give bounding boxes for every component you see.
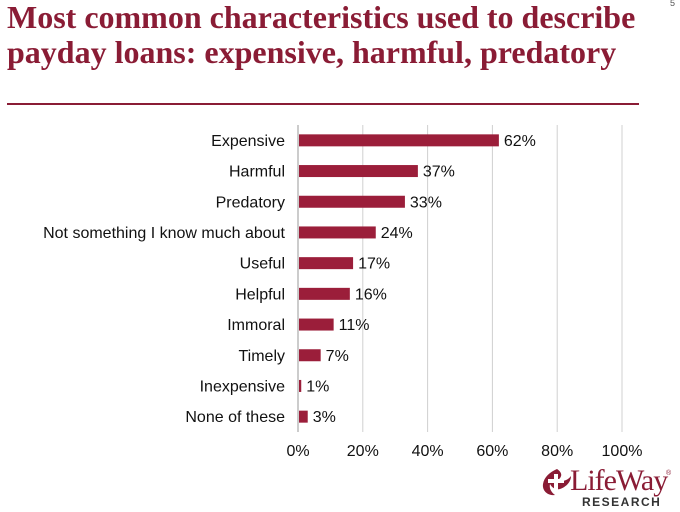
bar bbox=[299, 165, 418, 178]
bar bbox=[299, 318, 334, 331]
logo-name: LifeWay bbox=[570, 464, 668, 497]
category-label: None of these bbox=[185, 409, 285, 426]
bar bbox=[299, 226, 376, 239]
x-tick-label: 20% bbox=[347, 443, 379, 460]
data-label: 62% bbox=[504, 133, 536, 150]
x-tick-label: 100% bbox=[602, 443, 643, 460]
logo-trademark: ® bbox=[666, 470, 672, 477]
data-label: 37% bbox=[423, 164, 455, 181]
data-label: 11% bbox=[339, 317, 370, 334]
bar bbox=[299, 257, 354, 270]
data-label: 17% bbox=[358, 256, 390, 273]
bar bbox=[299, 287, 350, 300]
data-label: 3% bbox=[313, 409, 336, 426]
bar bbox=[299, 134, 499, 147]
title-underline bbox=[7, 103, 639, 105]
category-label: Useful bbox=[240, 256, 285, 273]
cross-flame-icon bbox=[542, 469, 571, 496]
category-label: Expensive bbox=[211, 133, 285, 150]
page-number: 5 bbox=[670, 0, 676, 8]
bar bbox=[299, 410, 308, 423]
x-tick-label: 0% bbox=[286, 443, 309, 460]
category-label: Harmful bbox=[229, 164, 285, 181]
logo-subtitle: RESEARCH bbox=[582, 495, 662, 509]
x-tick-label: 40% bbox=[412, 443, 444, 460]
data-label: 16% bbox=[355, 286, 387, 303]
category-label: Helpful bbox=[235, 286, 285, 303]
category-label: Timely bbox=[238, 348, 285, 365]
category-label: Predatory bbox=[216, 194, 285, 211]
data-label: 7% bbox=[326, 348, 349, 365]
bar bbox=[299, 379, 302, 392]
category-label: Inexpensive bbox=[200, 378, 285, 395]
x-tick-label: 80% bbox=[541, 443, 573, 460]
category-label: Not something I know much about bbox=[43, 225, 285, 242]
bar bbox=[299, 349, 321, 362]
x-tick-label: 60% bbox=[476, 443, 508, 460]
data-label: 24% bbox=[381, 225, 413, 242]
data-label: 33% bbox=[410, 194, 442, 211]
bar bbox=[299, 195, 405, 208]
slide-title: Most common characteristics used to desc… bbox=[7, 0, 636, 70]
lifeway-research-logo: LifeWay ® RESEARCH bbox=[540, 464, 674, 510]
data-label: 1% bbox=[306, 378, 329, 395]
category-label: Immoral bbox=[227, 317, 285, 334]
